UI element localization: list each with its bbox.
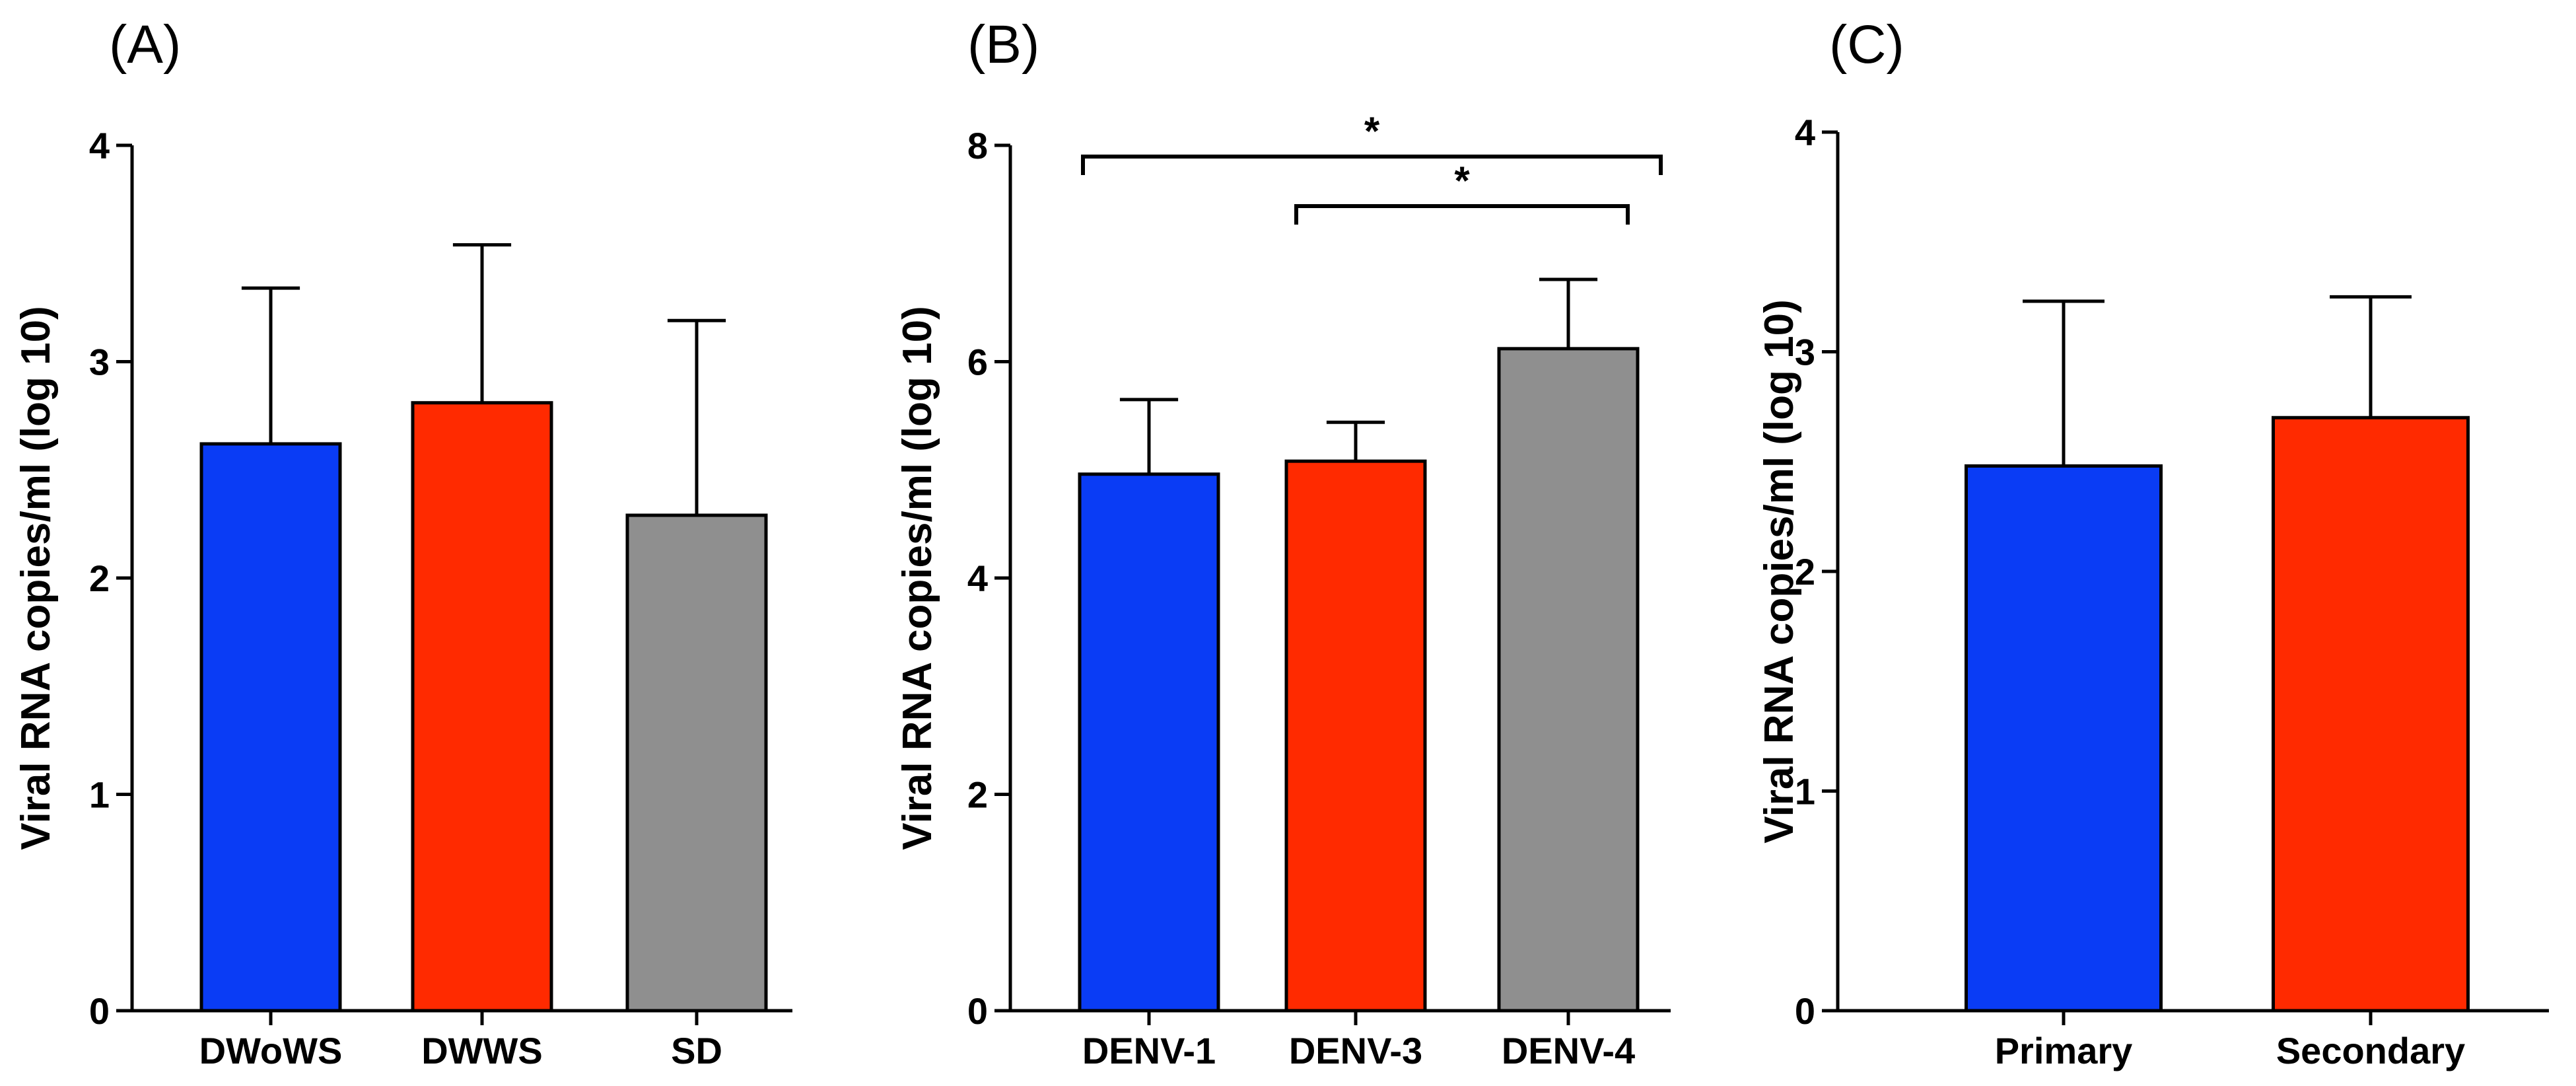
y-axis-label: Viral RNA copies/ml (log 10) <box>1757 299 1802 843</box>
panel-label: (C) <box>1829 15 1904 75</box>
y-tick-label: 0 <box>89 990 110 1032</box>
bar-sd <box>625 513 768 1013</box>
bar-denv-4 <box>1497 347 1640 1013</box>
bar-denv-1 <box>1078 472 1220 1013</box>
y-tick-label: 1 <box>1795 771 1815 813</box>
bar-primary <box>1965 464 2163 1013</box>
bar-dwws <box>411 401 553 1013</box>
y-tick-label: 4 <box>967 558 988 599</box>
category-label: DENV-4 <box>1502 1030 1635 1071</box>
y-axis-label: Viral RNA copies/ml (log 10) <box>13 306 59 850</box>
y-tick-label: 2 <box>89 558 110 599</box>
panel-b: (B) 0 2 4 6 8 Viral RNA copies/ml (log 10) DENV… <box>895 15 1671 1071</box>
category-label: Secondary <box>2276 1030 2465 1071</box>
category-label: DENV-3 <box>1289 1030 1422 1071</box>
category-label: DWWS <box>421 1030 543 1071</box>
bar-denv-3 <box>1284 459 1427 1013</box>
y-tick-label: 0 <box>967 990 988 1032</box>
y-tick-label: 0 <box>1795 990 1815 1032</box>
y-tick-label: 4 <box>1795 112 1815 153</box>
panel-label: (A) <box>109 15 181 75</box>
y-tick-label: 6 <box>967 342 988 383</box>
significance-bracket <box>1081 155 1663 175</box>
category-label: DENV-1 <box>1082 1030 1216 1071</box>
significance-marker: * <box>1454 159 1470 203</box>
category-label: Primary <box>1995 1030 2133 1071</box>
y-tick-label: 3 <box>1795 332 1815 373</box>
y-tick-label: 8 <box>967 125 988 166</box>
category-label: DWoWS <box>199 1030 343 1071</box>
panel-label: (B) <box>967 15 1039 75</box>
panel-c: (C) 0 1 2 3 4 Viral RNA copies/ml (log 10) Prim… <box>1757 15 2549 1071</box>
y-tick-label: 4 <box>89 125 110 166</box>
y-tick-label: 2 <box>1795 551 1815 593</box>
significance-bracket <box>1294 204 1630 225</box>
category-label: SD <box>671 1030 722 1071</box>
significance-marker: * <box>1364 109 1380 153</box>
bar-dwows <box>199 442 342 1013</box>
bar-secondary <box>2272 416 2470 1013</box>
panel-a: (A) 0 1 2 3 4 Viral RNA copies/ml (log 10) DWoW… <box>13 15 792 1071</box>
y-axis-label: Viral RNA copies/ml (log 10) <box>895 306 940 850</box>
y-tick-label: 1 <box>89 774 110 816</box>
y-tick-label: 3 <box>89 342 110 383</box>
y-tick-label: 2 <box>967 774 988 816</box>
